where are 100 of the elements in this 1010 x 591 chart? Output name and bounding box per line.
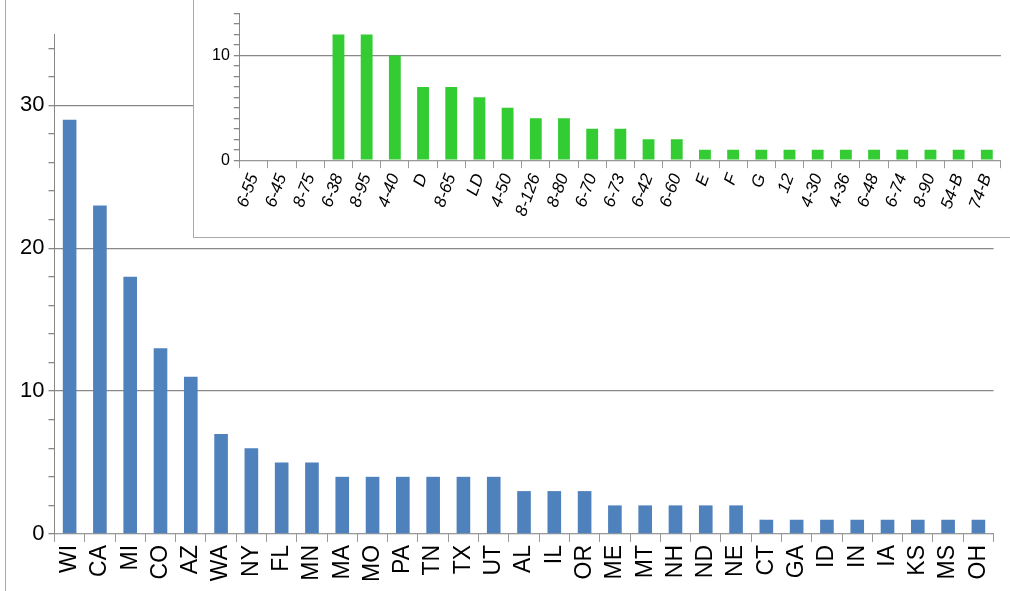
x-tick-label: MT <box>630 544 657 579</box>
bar <box>153 348 168 534</box>
x-tick-label: KS <box>903 544 930 576</box>
x-tick-label: NY <box>236 544 263 577</box>
bar <box>274 462 289 534</box>
x-tick-label: 6-55 <box>232 170 263 210</box>
y-tick-label: 30 <box>19 91 45 117</box>
bar <box>62 119 77 534</box>
x-tick-label: CA <box>85 544 112 577</box>
bar <box>783 149 796 160</box>
bar <box>396 476 410 534</box>
bar <box>501 107 514 160</box>
bar <box>642 139 655 160</box>
bar <box>952 149 965 160</box>
bar <box>388 55 401 160</box>
bar <box>614 128 627 160</box>
bar <box>244 448 259 534</box>
bar <box>332 34 345 160</box>
x-tick-label: MI <box>115 544 142 571</box>
x-tick-label: NH <box>660 544 687 579</box>
x-tick-label: ME <box>600 544 627 580</box>
x-tick-label: 6-73 <box>599 170 629 210</box>
x-tick-label: IN <box>842 544 869 568</box>
y-tick-label: 0 <box>220 150 230 168</box>
bar <box>850 519 865 534</box>
bar <box>305 462 319 534</box>
x-tick-label: 6-48 <box>852 170 883 210</box>
x-tick-label: TN <box>418 544 445 576</box>
x-tick-label: 4-40 <box>373 170 404 210</box>
x-tick-label: WA <box>206 544 233 582</box>
x-tick-label: IA <box>872 544 899 567</box>
bar <box>924 149 937 160</box>
x-tick-label: MA <box>327 544 354 580</box>
bar <box>123 276 138 534</box>
x-tick-label: 8-80 <box>542 170 573 210</box>
bar <box>93 205 107 534</box>
bar <box>698 505 713 534</box>
bar <box>820 519 834 534</box>
x-tick-label: 6-70 <box>570 170 601 210</box>
bar <box>980 149 993 160</box>
x-tick-label: ID <box>812 544 839 568</box>
x-tick-label: MN <box>297 544 324 581</box>
bar <box>868 149 880 160</box>
bar <box>417 86 429 160</box>
bar <box>911 519 925 534</box>
bar <box>699 149 711 160</box>
x-tick-label: CO <box>145 544 172 580</box>
bar <box>880 519 895 534</box>
bar <box>811 149 824 160</box>
bar <box>668 505 683 534</box>
x-tick-label: 8-95 <box>345 170 376 210</box>
bar <box>445 86 458 160</box>
x-tick-label: E <box>691 170 714 189</box>
y-tick-label: 20 <box>19 234 45 260</box>
bar <box>971 519 986 534</box>
bar <box>586 128 599 160</box>
bar <box>365 476 380 534</box>
x-tick-label: GA <box>781 544 808 579</box>
bar <box>183 376 198 534</box>
bar <box>214 433 228 534</box>
x-tick-label: AL <box>509 544 536 574</box>
x-tick-label: 8-75 <box>288 170 319 210</box>
x-tick-label: ND <box>691 544 718 579</box>
x-tick-label: F <box>719 169 742 188</box>
bar <box>608 505 622 534</box>
x-tick-label: 6-74 <box>880 171 911 210</box>
x-tick-label: AZ <box>176 544 203 575</box>
x-tick-label: WI <box>54 544 81 574</box>
bar <box>729 505 743 534</box>
x-tick-label: 12 <box>773 170 798 196</box>
x-tick-label: 74-B <box>964 171 996 212</box>
x-tick-label: D <box>409 171 432 190</box>
x-tick-label: MS <box>933 544 960 580</box>
x-tick-label: 6-45 <box>260 170 291 210</box>
y-tick-label: 0 <box>32 520 45 546</box>
bar <box>517 491 531 534</box>
bar <box>789 519 804 534</box>
bar <box>529 118 542 160</box>
x-tick-label: MO <box>357 544 384 583</box>
x-tick-label: TX <box>448 544 475 575</box>
y-tick-label: 10 <box>212 45 230 63</box>
bar <box>486 476 501 534</box>
bar <box>547 491 562 534</box>
x-tick-label: PA <box>388 544 415 574</box>
bar <box>896 149 909 160</box>
bar <box>456 476 471 534</box>
x-tick-label: CT <box>751 544 778 576</box>
x-tick-label: 4-36 <box>824 170 855 210</box>
bar <box>360 34 373 160</box>
x-tick-label: 6-38 <box>317 170 347 210</box>
x-tick-label: 8-90 <box>909 170 939 210</box>
x-tick-label: G <box>747 171 770 191</box>
bar <box>473 97 486 160</box>
bar <box>335 476 350 534</box>
x-tick-label: 6-60 <box>655 170 686 210</box>
x-tick-label: IL <box>539 544 566 565</box>
y-tick-label: 10 <box>19 377 45 403</box>
x-tick-label: OH <box>963 544 990 580</box>
x-tick-label: UT <box>479 544 506 576</box>
x-tick-label: 4-30 <box>796 170 827 210</box>
